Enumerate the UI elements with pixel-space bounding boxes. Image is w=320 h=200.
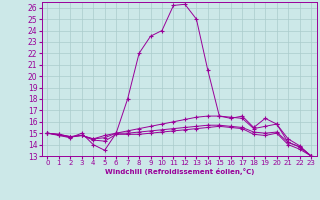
X-axis label: Windchill (Refroidissement éolien,°C): Windchill (Refroidissement éolien,°C) <box>105 168 254 175</box>
